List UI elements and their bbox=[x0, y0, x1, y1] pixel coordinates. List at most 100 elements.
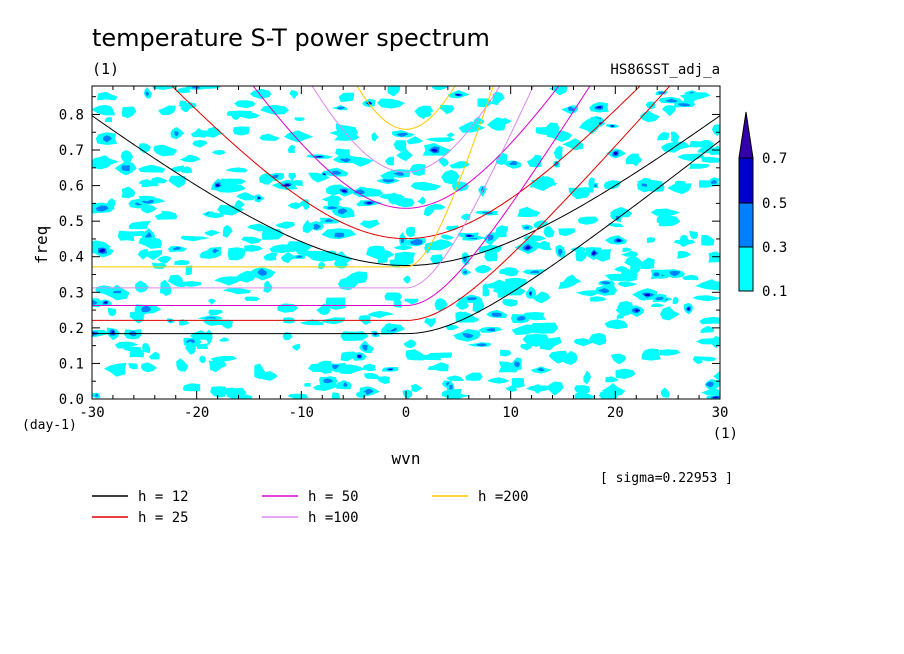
chart-title: temperature S-T power spectrum bbox=[92, 24, 490, 52]
contour-region bbox=[176, 358, 189, 372]
contour-region bbox=[445, 225, 459, 231]
ig-curve bbox=[171, 86, 641, 240]
contour-region bbox=[473, 116, 485, 125]
kelvin-curve bbox=[92, 86, 534, 289]
contour-region bbox=[359, 219, 380, 229]
contour-region bbox=[95, 205, 109, 212]
legend-label: h =200 bbox=[478, 489, 529, 505]
contour-region bbox=[495, 225, 508, 238]
contour-region bbox=[260, 104, 290, 115]
contour-region bbox=[258, 196, 261, 199]
contour-region bbox=[558, 248, 563, 257]
contour-region bbox=[339, 157, 352, 163]
chart-subtitle-left: (1) bbox=[92, 60, 119, 78]
contour-region bbox=[583, 370, 592, 385]
contour-region bbox=[441, 234, 455, 240]
axis-ticks: -30 -20 -10 0 10 20 30 0.0 0.1 0.2 0.3 0.4 0.5 0.6 0.7… bbox=[59, 86, 728, 421]
contour-region bbox=[711, 124, 720, 136]
contour-region bbox=[597, 288, 610, 294]
contour-region bbox=[403, 298, 419, 305]
contour-region bbox=[526, 154, 542, 168]
contour-region bbox=[570, 247, 586, 252]
contour-region bbox=[334, 251, 353, 265]
contour-region bbox=[210, 386, 228, 398]
contour-region bbox=[558, 228, 576, 237]
contour-region bbox=[377, 98, 406, 109]
contour-region bbox=[670, 131, 680, 143]
contour-region bbox=[263, 280, 273, 293]
contour-region bbox=[185, 341, 197, 355]
contour-region bbox=[472, 298, 485, 314]
kelvin-curve bbox=[92, 140, 720, 335]
x-axis-label: wvn bbox=[392, 449, 421, 468]
contour-region bbox=[558, 281, 574, 289]
contour-region bbox=[431, 362, 449, 372]
contour-region bbox=[449, 161, 470, 169]
contour-region bbox=[208, 360, 227, 373]
contour-region bbox=[308, 363, 332, 373]
contour-region bbox=[487, 117, 506, 131]
x-axis-unit: (1) bbox=[713, 426, 738, 442]
contour-region bbox=[249, 88, 271, 100]
contour-region bbox=[236, 192, 256, 201]
contour-region bbox=[141, 362, 157, 373]
contour-region bbox=[122, 106, 137, 119]
contour-region bbox=[140, 204, 157, 214]
contour-region bbox=[634, 309, 641, 312]
contour-region bbox=[205, 212, 225, 218]
contour-region bbox=[287, 144, 296, 154]
contour-region bbox=[384, 292, 403, 301]
contour-region bbox=[138, 237, 162, 249]
y-tick-label: 0.3 bbox=[59, 285, 84, 301]
contour-region bbox=[204, 229, 221, 237]
contour-region bbox=[532, 291, 551, 304]
contour-region bbox=[234, 111, 261, 119]
contour-region bbox=[225, 167, 248, 173]
colorbar-extend-arrow bbox=[738, 111, 754, 159]
contour-region bbox=[665, 98, 678, 103]
contour-region bbox=[221, 319, 233, 329]
contour-region bbox=[462, 270, 468, 274]
contour-region bbox=[362, 344, 368, 351]
contour-region bbox=[705, 381, 714, 388]
contour-region bbox=[574, 385, 590, 396]
contour-region bbox=[677, 251, 692, 259]
contour-region bbox=[434, 297, 448, 312]
contour-region bbox=[393, 140, 407, 152]
contour-region bbox=[324, 218, 335, 222]
contour-region bbox=[148, 351, 160, 360]
contour-region bbox=[189, 330, 210, 340]
contour-region bbox=[523, 226, 530, 229]
contour-region bbox=[502, 299, 518, 307]
contour-region bbox=[505, 277, 528, 291]
contour-region bbox=[430, 254, 443, 265]
contour-region bbox=[350, 156, 374, 167]
contour-region bbox=[474, 264, 492, 274]
y-tick-label: 0.7 bbox=[59, 143, 84, 159]
y-tick-label: 0.8 bbox=[59, 107, 84, 123]
contour-region bbox=[549, 86, 568, 96]
contour-region bbox=[536, 240, 552, 251]
contour-region bbox=[336, 106, 346, 110]
contour-region bbox=[616, 239, 621, 242]
y-tick-label: 0.6 bbox=[59, 179, 84, 195]
contour-region bbox=[138, 164, 166, 173]
contour-region bbox=[393, 244, 413, 251]
contour-region bbox=[331, 392, 341, 399]
contour-region bbox=[657, 349, 681, 356]
contour-region bbox=[409, 239, 423, 246]
contour-region bbox=[304, 383, 311, 387]
colorbar: 0.1 0.3 0.5 0.7 bbox=[738, 111, 787, 300]
contour-region bbox=[142, 342, 151, 354]
contour-region bbox=[103, 301, 108, 304]
contour-region bbox=[289, 90, 299, 99]
contour-region bbox=[577, 216, 599, 225]
contour-region bbox=[355, 392, 367, 398]
contour-region bbox=[357, 355, 362, 358]
contour-region bbox=[215, 184, 220, 187]
dispersion-curves bbox=[92, 86, 720, 335]
contour-region bbox=[244, 296, 260, 301]
contour-region bbox=[483, 279, 510, 289]
contour-region bbox=[167, 274, 185, 288]
contour-region bbox=[172, 246, 181, 251]
